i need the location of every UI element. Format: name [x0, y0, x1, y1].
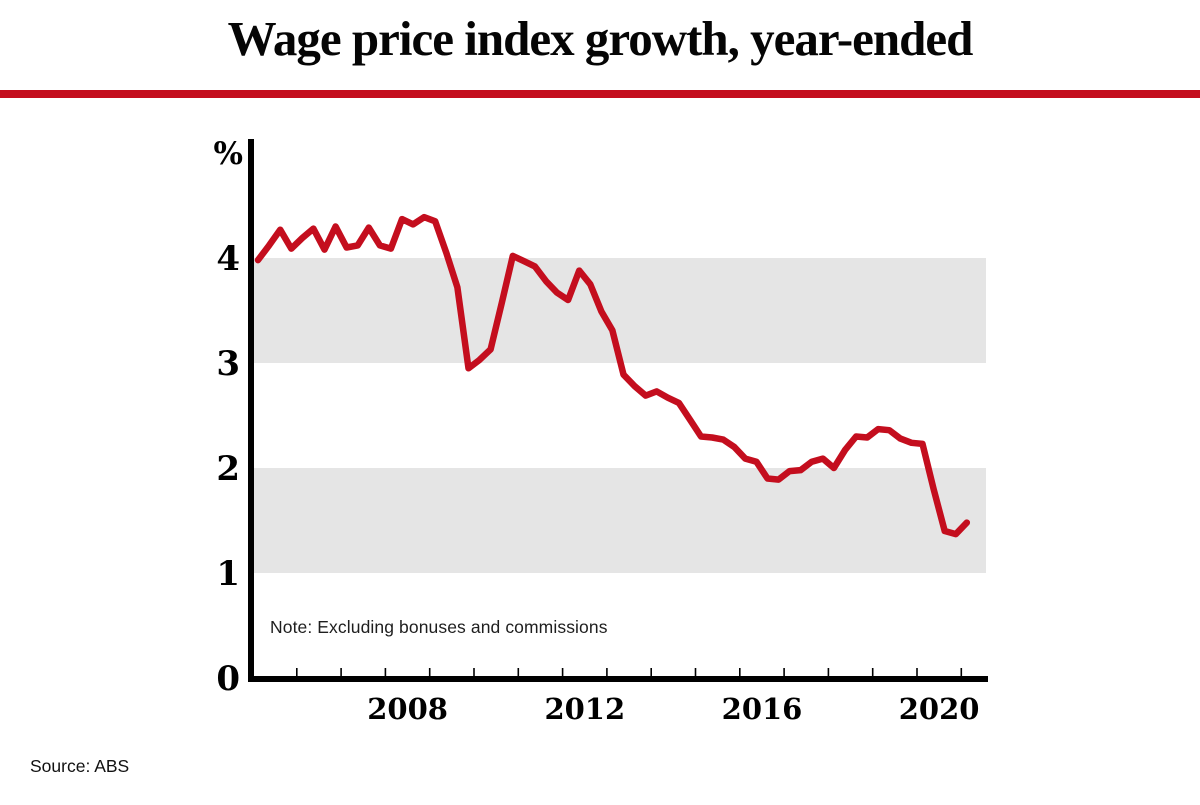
x-tick-label: 2016: [722, 692, 803, 726]
y-tick-label: 0: [216, 659, 240, 699]
x-tick-label: 2008: [367, 692, 448, 726]
x-tick-label: 2020: [899, 692, 980, 726]
x-tick-label: 2012: [544, 692, 625, 726]
y-tick-label: 4: [216, 239, 240, 279]
grid-band: [254, 258, 986, 363]
y-tick-label: 3: [216, 344, 240, 384]
grid-band: [254, 468, 986, 573]
y-tick-label: 1: [216, 554, 240, 594]
source-label: Source: ABS: [30, 756, 130, 776]
chart-note: Note: Excluding bonuses and commissions: [270, 617, 608, 637]
y-tick-label: 2: [216, 449, 240, 489]
title-red-rule: [0, 90, 1200, 98]
percent-axis-label: %: [214, 136, 243, 172]
page-title: Wage price index growth, year-ended: [227, 11, 974, 66]
wpi-line: [254, 213, 971, 538]
